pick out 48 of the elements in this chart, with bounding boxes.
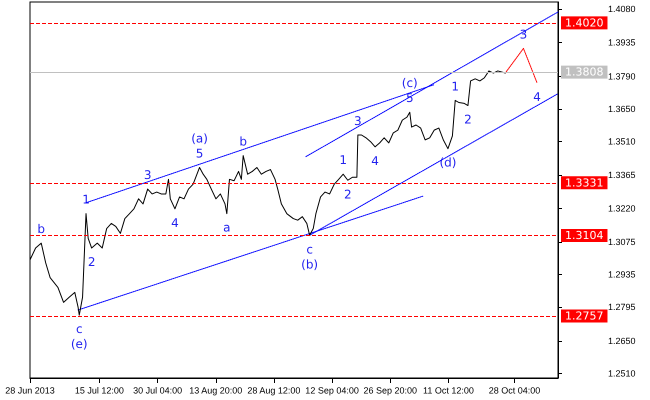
x-tick-label: 12 Sep 04:00 (305, 386, 359, 396)
annotation: 5 (196, 146, 204, 160)
y-tick-label: 1.3935 (608, 38, 636, 48)
annotation: (c) (402, 76, 418, 90)
ref-line-label: 1.3331 (565, 176, 604, 190)
y-tick-label: 1.3650 (608, 104, 636, 114)
ref-line-label: 1.2757 (565, 310, 604, 323)
annotation: (d) (439, 156, 456, 170)
annotation: (e) (70, 337, 88, 352)
y-tick-label: 1.3510 (608, 136, 636, 146)
y-tick-label: 1.2795 (608, 302, 636, 312)
annotation: c (76, 322, 83, 336)
y-tick-label: 1.3790 (608, 71, 636, 82)
annotation: b (239, 134, 247, 149)
annotation: a (223, 220, 230, 235)
annotation: 4 (171, 216, 179, 230)
annotation: b (37, 222, 46, 236)
x-tick-label: 28 Jun 2013 (5, 386, 55, 396)
y-tick-label: 1.3075 (608, 237, 636, 248)
y-tick-label: 1.2935 (608, 270, 636, 280)
ref-line-label: 1.3104 (565, 228, 604, 242)
annotation: 3 (144, 168, 152, 182)
x-tick-label: 28 Oct 04:00 (488, 386, 540, 396)
x-tick-label: 15 Jul 12:00 (74, 386, 124, 396)
y-tick-label: 1.3220 (608, 204, 636, 214)
annotation: (b) (301, 257, 318, 272)
x-tick-label: 11 Oct 12:00 (422, 386, 474, 396)
annotation: (a) (191, 131, 208, 146)
x-tick-label: 30 Jul 04:00 (133, 386, 182, 396)
ref-line-label: 1.4020 (565, 16, 604, 30)
y-tick-label: 1.2510 (608, 368, 636, 378)
x-tick-label: 28 Aug 12:00 (247, 386, 300, 396)
x-tick-label: 26 Sep 20:00 (363, 386, 418, 396)
annotation: 2 (344, 187, 352, 202)
y-tick-label: 1.3365 (608, 170, 636, 180)
x-tick-label: 13 Aug 20:00 (189, 386, 242, 396)
annotation: 4 (533, 90, 541, 104)
ref-line-label: 1.3808 (565, 66, 604, 79)
annotation: 3 (354, 114, 362, 128)
annotation: 3 (520, 27, 528, 42)
annotation: 2 (464, 112, 472, 127)
annotation: 1 (339, 153, 347, 168)
y-tick-label: 1.2650 (608, 336, 636, 346)
annotation: c (306, 242, 313, 256)
annotation: 4 (371, 154, 379, 168)
y-tick-label: 1.4080 (608, 4, 636, 14)
annotation: 2 (88, 255, 96, 270)
annotation: 1 (451, 79, 460, 94)
